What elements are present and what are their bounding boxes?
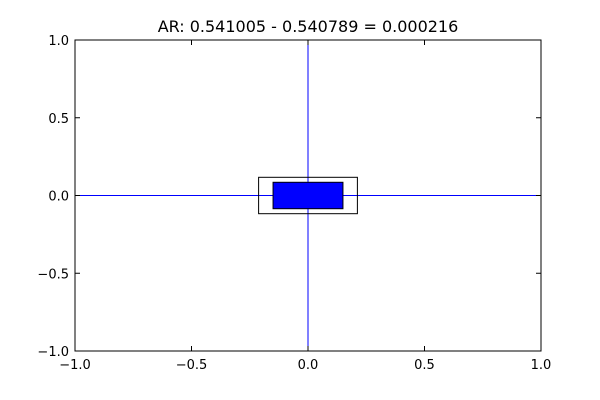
x-tick-label: −1.0 [59,358,91,373]
y-tick-label: −1.0 [37,345,69,360]
y-tick-label: 0.5 [48,112,69,127]
outer-rectangle [258,176,358,215]
plot-area [75,40,541,351]
x-tick-label: −0.5 [176,358,208,373]
inner-rectangle [272,181,344,210]
y-tick-label: 0.0 [48,190,69,205]
y-tick-label: 1.0 [48,34,69,49]
x-tick-label: 0.5 [414,358,435,373]
chart-title: AR: 0.541005 - 0.540789 = 0.000216 [158,17,459,36]
y-tick-label: −0.5 [37,267,69,282]
x-tick-label: 0.0 [298,358,319,373]
x-tick-label: 1.0 [531,358,552,373]
axis-ticks: −1.0 −0.5 0.0 0.5 1.0 −1.0 −0.5 0.0 0.5 1.0 [37,34,551,373]
